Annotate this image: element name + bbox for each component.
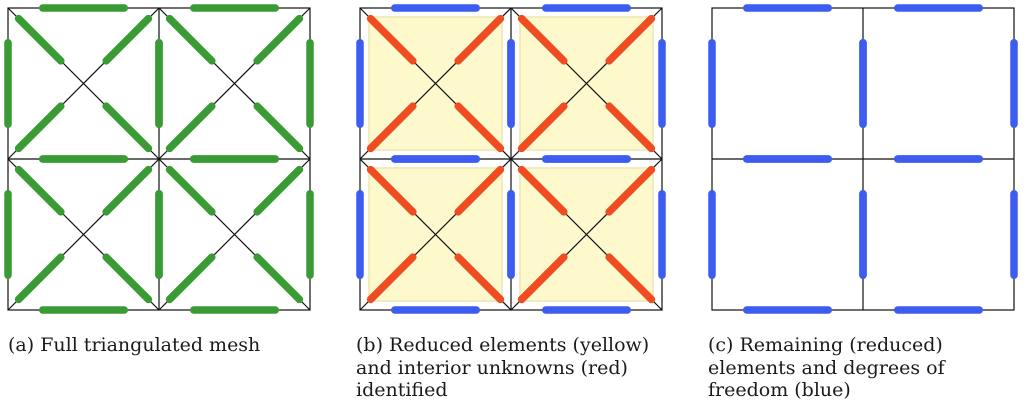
interior-dof <box>14 165 65 216</box>
interior-dof <box>605 102 656 153</box>
interior-dof <box>517 165 568 216</box>
caption-c: (c) Remaining (reduced) elements and deg… <box>708 334 945 401</box>
interior-dof <box>253 165 304 216</box>
interior-dof <box>102 165 153 216</box>
interior-dof <box>517 102 568 153</box>
interior-dof <box>454 14 505 65</box>
interior-dof <box>517 14 568 65</box>
interior-dof <box>165 165 216 216</box>
interior-dof <box>605 165 656 216</box>
interior-dof <box>366 102 417 153</box>
caption-b: (b) Reduced elements (yellow) and interi… <box>356 334 650 401</box>
interior-dof <box>517 253 568 304</box>
interior-dof <box>14 102 65 153</box>
interior-dof <box>454 102 505 153</box>
interior-dof <box>605 14 656 65</box>
interior-dof <box>14 14 65 65</box>
interior-dof <box>253 253 304 304</box>
interior-dof <box>605 253 656 304</box>
interior-dof <box>165 253 216 304</box>
panel-reduced-elements <box>352 0 672 417</box>
interior-dof <box>366 14 417 65</box>
interior-dof <box>253 102 304 153</box>
interior-dof <box>102 253 153 304</box>
interior-dof <box>454 253 505 304</box>
caption-a: (a) Full triangulated mesh <box>8 334 261 356</box>
panel-full-mesh <box>0 0 320 417</box>
interior-dof <box>454 165 505 216</box>
interior-dof <box>253 14 304 65</box>
remaining-elements-diagram <box>708 4 1018 314</box>
interior-dof <box>366 165 417 216</box>
full-mesh-diagram <box>4 4 314 314</box>
interior-dof <box>14 253 65 304</box>
interior-dof <box>102 14 153 65</box>
panel-remaining-elements <box>704 0 1026 417</box>
interior-dof <box>165 14 216 65</box>
interior-dof <box>102 102 153 153</box>
interior-dof <box>165 102 216 153</box>
reduced-elements-diagram <box>356 4 666 314</box>
interior-dof <box>366 253 417 304</box>
